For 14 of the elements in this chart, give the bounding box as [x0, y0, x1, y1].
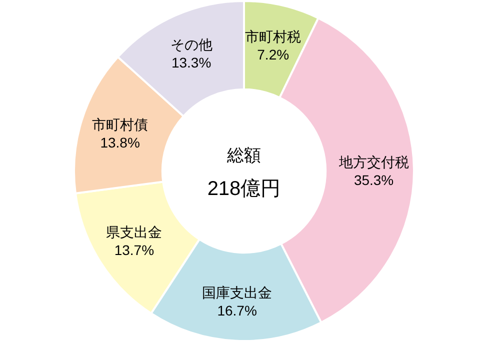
slice-label: 国庫支出金	[202, 284, 272, 301]
slice-label: 市町村税	[245, 28, 302, 45]
data-label: 13.3%	[171, 54, 212, 70]
data-label: 7.2%	[257, 46, 290, 63]
data-label: 13.7%	[114, 242, 154, 258]
slice-label: 市町村債	[92, 116, 148, 132]
slice-label: 地方交付税	[338, 154, 409, 170]
slice-label: 県支出金	[106, 224, 162, 240]
data-label: 13.8%	[100, 134, 140, 150]
data-label: 35.3%	[354, 172, 394, 188]
text: 総額	[226, 146, 261, 165]
slice-label: その他	[170, 36, 212, 52]
text: 218億円	[207, 178, 281, 200]
data-label: 16.7%	[217, 302, 257, 319]
